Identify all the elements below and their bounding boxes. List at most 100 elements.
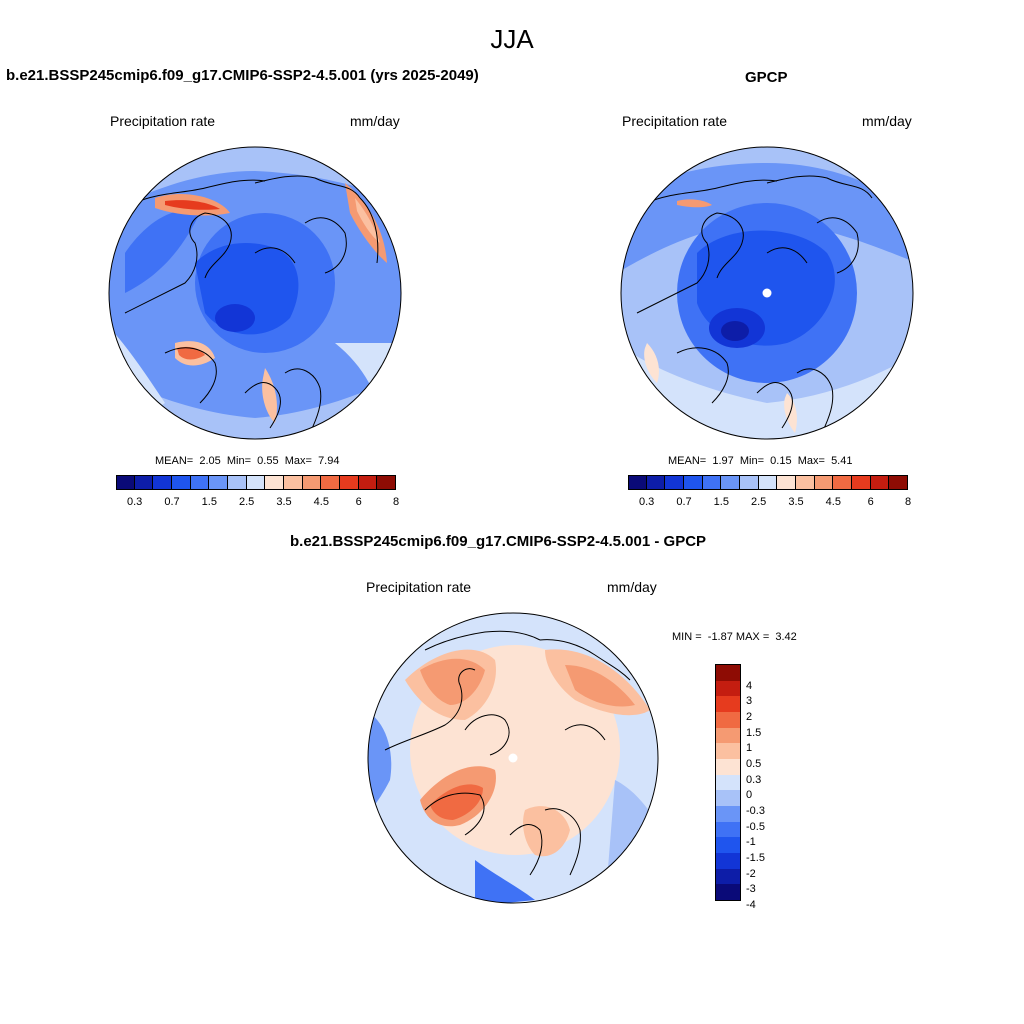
stats-model: MEAN= 2.05 Min= 0.55 Max= 7.94 xyxy=(155,455,339,467)
polar-map-diff xyxy=(367,612,659,904)
colorbar-tick-label: -0.3 xyxy=(746,805,765,817)
colorbar-tick-label: 4 xyxy=(746,679,753,692)
stat-min-label: Min= xyxy=(226,455,252,467)
colorbar-tick-label: 2.5 xyxy=(751,496,767,508)
stat-max-label: MAX = xyxy=(735,631,770,643)
colorbar-tick-label: 1.5 xyxy=(713,496,729,508)
colorbar-tick-label: 0.3 xyxy=(127,496,143,508)
panel-units-model: mm/day xyxy=(350,113,400,129)
stats-obs: MEAN= 1.97 Min= 0.15 Max= 5.41 xyxy=(668,455,852,467)
colorbar-tick-label: 1.5 xyxy=(746,726,762,739)
colorbar-tick-label: 3 xyxy=(746,695,753,708)
colorbar-swatch xyxy=(716,790,740,806)
colorbar-swatch xyxy=(716,806,740,822)
panel-title-obs: GPCP xyxy=(745,69,788,86)
colorbar-swatch xyxy=(833,475,852,490)
colorbar-swatch xyxy=(265,475,284,490)
stat-mean-label: MEAN= xyxy=(668,455,707,467)
panel-left-label-diff: Precipitation rate xyxy=(366,579,472,595)
stat-max-label: Max= xyxy=(797,455,825,467)
panel-units-diff: mm/day xyxy=(607,579,657,595)
colorbar-swatch xyxy=(358,475,378,490)
polar-map-model xyxy=(108,146,402,440)
colorbar-swatch xyxy=(665,475,684,490)
colorbar-tick-label: 1.5 xyxy=(201,496,217,508)
colorbar-swatch xyxy=(716,884,740,900)
colorbar-swatch xyxy=(716,853,740,869)
colorbar-labels-obs: 0.3 0.7 1.5 2.5 3.5 4.5 6 8 xyxy=(628,496,911,510)
colorbar-swatch xyxy=(628,475,647,490)
stat-min-label: MIN = xyxy=(672,631,702,643)
colorbar-swatch xyxy=(246,475,266,490)
colorbar-model xyxy=(116,475,396,490)
colorbar-swatch xyxy=(228,475,247,490)
colorbar-tick-label: -0.5 xyxy=(746,820,765,833)
stat-min: 0.15 xyxy=(770,455,792,467)
colorbar-tick-label: 8 xyxy=(904,496,912,508)
colorbar-swatch xyxy=(716,727,740,744)
colorbar-swatch xyxy=(646,475,666,490)
colorbar-swatch xyxy=(153,475,172,490)
stats-diff: MIN = -1.87 MAX = 3.42 xyxy=(672,631,797,643)
colorbar-tick-label: 0.3 xyxy=(746,773,762,786)
colorbar-swatch xyxy=(814,475,834,490)
colorbar-swatch xyxy=(721,475,740,490)
colorbar-obs xyxy=(628,475,908,490)
colorbar-swatch xyxy=(889,475,908,490)
colorbar-tick-label: 6 xyxy=(867,496,874,508)
colorbar-tick-label: -1.5 xyxy=(746,852,765,864)
colorbar-tick-label: 8 xyxy=(392,496,400,508)
stat-max: 7.94 xyxy=(318,455,340,467)
colorbar-swatch xyxy=(190,475,210,490)
panel-left-label-obs: Precipitation rate xyxy=(622,113,728,129)
colorbar-diff xyxy=(715,664,741,901)
colorbar-swatch xyxy=(870,475,890,490)
stat-mean: 1.97 xyxy=(712,455,734,467)
colorbar-tick-label: 6 xyxy=(355,496,362,508)
colorbar-swatch xyxy=(852,475,871,490)
colorbar-swatch xyxy=(716,665,740,681)
colorbar-swatch xyxy=(716,712,740,728)
colorbar-swatch xyxy=(740,475,759,490)
colorbar-tick-label: 0.3 xyxy=(639,496,655,508)
colorbar-tick-label: -4 xyxy=(746,899,756,911)
colorbar-swatch xyxy=(758,475,778,490)
colorbar-swatch xyxy=(284,475,303,490)
colorbar-swatch xyxy=(777,475,796,490)
colorbar-tick-label: 1 xyxy=(746,742,753,755)
panel-title-diff: b.e21.BSSP245cmip6.f09_g17.CMIP6-SSP2-4.… xyxy=(290,533,707,550)
panel-units-obs: mm/day xyxy=(862,113,912,129)
colorbar-tick-label: 4.5 xyxy=(313,496,329,508)
colorbar-swatch xyxy=(116,475,135,490)
panel-left-label-model: Precipitation rate xyxy=(110,113,216,129)
stat-max: 3.42 xyxy=(775,631,797,643)
colorbar-swatch xyxy=(684,475,703,490)
panel-title-model: b.e21.BSSP245cmip6.f09_g17.CMIP6-SSP2-4.… xyxy=(6,67,479,84)
stat-min: -1.87 xyxy=(707,631,733,643)
colorbar-tick-label: 3.5 xyxy=(276,496,292,508)
colorbar-swatch xyxy=(209,475,228,490)
colorbar-swatch xyxy=(716,743,740,759)
colorbar-tick-label: -1 xyxy=(746,836,756,849)
colorbar-labels-diff: 4 3 2 1.5 1 0.5 0.3 0 -0.3 -0.5 -1 -1.5 -2 -3 -4 xyxy=(746,665,786,911)
colorbar-tick-label: 4.5 xyxy=(825,496,841,508)
colorbar-tick-label: 2 xyxy=(746,711,753,723)
stat-max: 5.41 xyxy=(831,455,853,467)
colorbar-swatch xyxy=(377,475,396,490)
stat-mean-label: MEAN= xyxy=(155,455,194,467)
colorbar-tick-label: 0.7 xyxy=(676,496,692,508)
colorbar-swatch xyxy=(796,475,815,490)
colorbar-swatch xyxy=(321,475,340,490)
colorbar-labels-model: 0.3 0.7 1.5 2.5 3.5 4.5 6 8 xyxy=(116,496,399,510)
stat-min-label: Min= xyxy=(739,455,765,467)
colorbar-swatch xyxy=(702,475,722,490)
colorbar-swatch xyxy=(716,680,740,697)
figure-title: JJA xyxy=(490,24,534,54)
colorbar-swatch xyxy=(716,868,740,885)
colorbar-tick-label: 0.7 xyxy=(164,496,180,508)
colorbar-swatch xyxy=(134,475,154,490)
colorbar-swatch xyxy=(716,759,740,775)
colorbar-swatch xyxy=(716,821,740,838)
colorbar-tick-label: 0.5 xyxy=(746,758,762,770)
colorbar-swatch xyxy=(716,837,740,853)
